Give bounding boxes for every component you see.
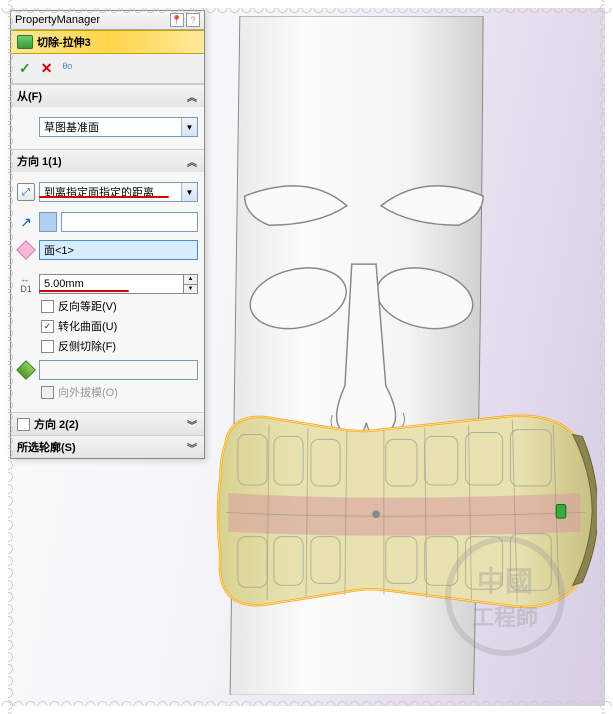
red-underline-2 bbox=[39, 290, 129, 292]
collapse-icon: ︽ bbox=[186, 155, 198, 167]
direction-arrow-icon: ↗ bbox=[20, 214, 32, 231]
draft-angle-icon[interactable] bbox=[16, 360, 36, 380]
reverse-direction-button[interactable]: ⤢ bbox=[17, 183, 35, 201]
spinner-buttons[interactable]: ▲▼ bbox=[183, 275, 197, 293]
reverse-direction-icon: ⤢ bbox=[22, 187, 30, 198]
section-contour-header[interactable]: 所选轮廓(S) ︾ bbox=[11, 436, 204, 458]
expand-icon: ︾ bbox=[186, 441, 198, 453]
face-selection-field[interactable]: 面<1> bbox=[39, 240, 198, 260]
ok-button[interactable]: ✓ bbox=[19, 60, 31, 77]
collapse-icon: ︽ bbox=[186, 90, 198, 102]
cancel-button[interactable]: ✕ bbox=[41, 60, 53, 77]
direction-vector-text[interactable] bbox=[61, 212, 198, 232]
watermark: 中國 工程師 bbox=[445, 536, 565, 656]
pm-title-text: PropertyManager bbox=[15, 14, 100, 26]
reverse-offset-checkbox[interactable] bbox=[41, 300, 54, 313]
from-dropdown-value: 草图基准面 bbox=[44, 119, 99, 135]
section-dir2-header[interactable]: 方向 2(2) ︾ bbox=[11, 413, 204, 435]
dir2-enable-checkbox[interactable] bbox=[17, 418, 30, 431]
action-row: ✓ ✕ ᶿᵒ bbox=[11, 54, 204, 84]
distance-value: 5.00mm bbox=[44, 278, 84, 290]
face-selection-value: 面<1> bbox=[44, 242, 74, 258]
section-direction2: 方向 2(2) ︾ bbox=[11, 412, 204, 435]
draft-outward-label: 向外拔模(O) bbox=[58, 384, 118, 400]
distance-label-icon: ↔D1 bbox=[20, 274, 32, 294]
watermark-line1: 中國 bbox=[477, 560, 533, 600]
property-manager-panel: PropertyManager 📍 ? 切除-拉伸3 ✓ ✕ ᶿᵒ 从(F) ︽ bbox=[10, 10, 205, 459]
watermark-line2: 工程師 bbox=[472, 600, 538, 632]
section-contour-title: 所选轮廓(S) bbox=[17, 439, 76, 455]
feature-title-bar: 切除-拉伸3 bbox=[11, 30, 204, 54]
chevron-down-icon: ▼ bbox=[181, 118, 197, 136]
section-dir1-title: 方向 1(1) bbox=[17, 153, 62, 169]
section-from: 从(F) ︽ 草图基准面 ▼ bbox=[11, 84, 204, 149]
chevron-down-icon: ▼ bbox=[181, 183, 197, 201]
detail-preview-button[interactable]: ᶿᵒ bbox=[62, 60, 72, 77]
pm-help-icon[interactable]: ? bbox=[186, 13, 200, 27]
section-direction1: 方向 1(1) ︽ ⤢ 到离指定面指定的距离 ▼ ↗ bbox=[11, 149, 204, 412]
feature-name: 切除-拉伸3 bbox=[37, 34, 91, 50]
section-dir2-title: 方向 2(2) bbox=[34, 416, 79, 432]
end-condition-dropdown[interactable]: 到离指定面指定的距离 ▼ bbox=[39, 182, 198, 202]
pm-pin-icon[interactable]: 📍 bbox=[170, 13, 184, 27]
draft-angle-field[interactable] bbox=[39, 360, 198, 380]
flip-cut-label: 反侧切除(F) bbox=[58, 338, 116, 354]
pm-titlebar: PropertyManager 📍 ? bbox=[11, 11, 204, 30]
face-selection-icon bbox=[16, 240, 36, 260]
translate-surface-checkbox[interactable] bbox=[41, 320, 54, 333]
reverse-offset-label: 反向等距(V) bbox=[58, 298, 117, 314]
translate-surface-label: 转化曲面(U) bbox=[58, 318, 117, 334]
draft-outward-checkbox bbox=[41, 386, 54, 399]
section-from-title: 从(F) bbox=[17, 88, 42, 104]
expand-icon: ︾ bbox=[186, 418, 198, 430]
red-underline-1 bbox=[39, 196, 169, 198]
direction-vector-field[interactable] bbox=[39, 212, 57, 232]
viewport-3d[interactable]: 中國 工程師 PropertyManager 📍 ? 切除-拉伸3 ✓ ✕ ᶿᵒ… bbox=[8, 8, 605, 706]
cut-extrude-icon bbox=[17, 35, 33, 49]
section-dir1-header[interactable]: 方向 1(1) ︽ bbox=[11, 150, 204, 172]
from-dropdown[interactable]: 草图基准面 ▼ bbox=[39, 117, 198, 137]
section-contour: 所选轮廓(S) ︾ bbox=[11, 435, 204, 458]
section-from-header[interactable]: 从(F) ︽ bbox=[11, 85, 204, 107]
flip-cut-checkbox[interactable] bbox=[41, 340, 54, 353]
